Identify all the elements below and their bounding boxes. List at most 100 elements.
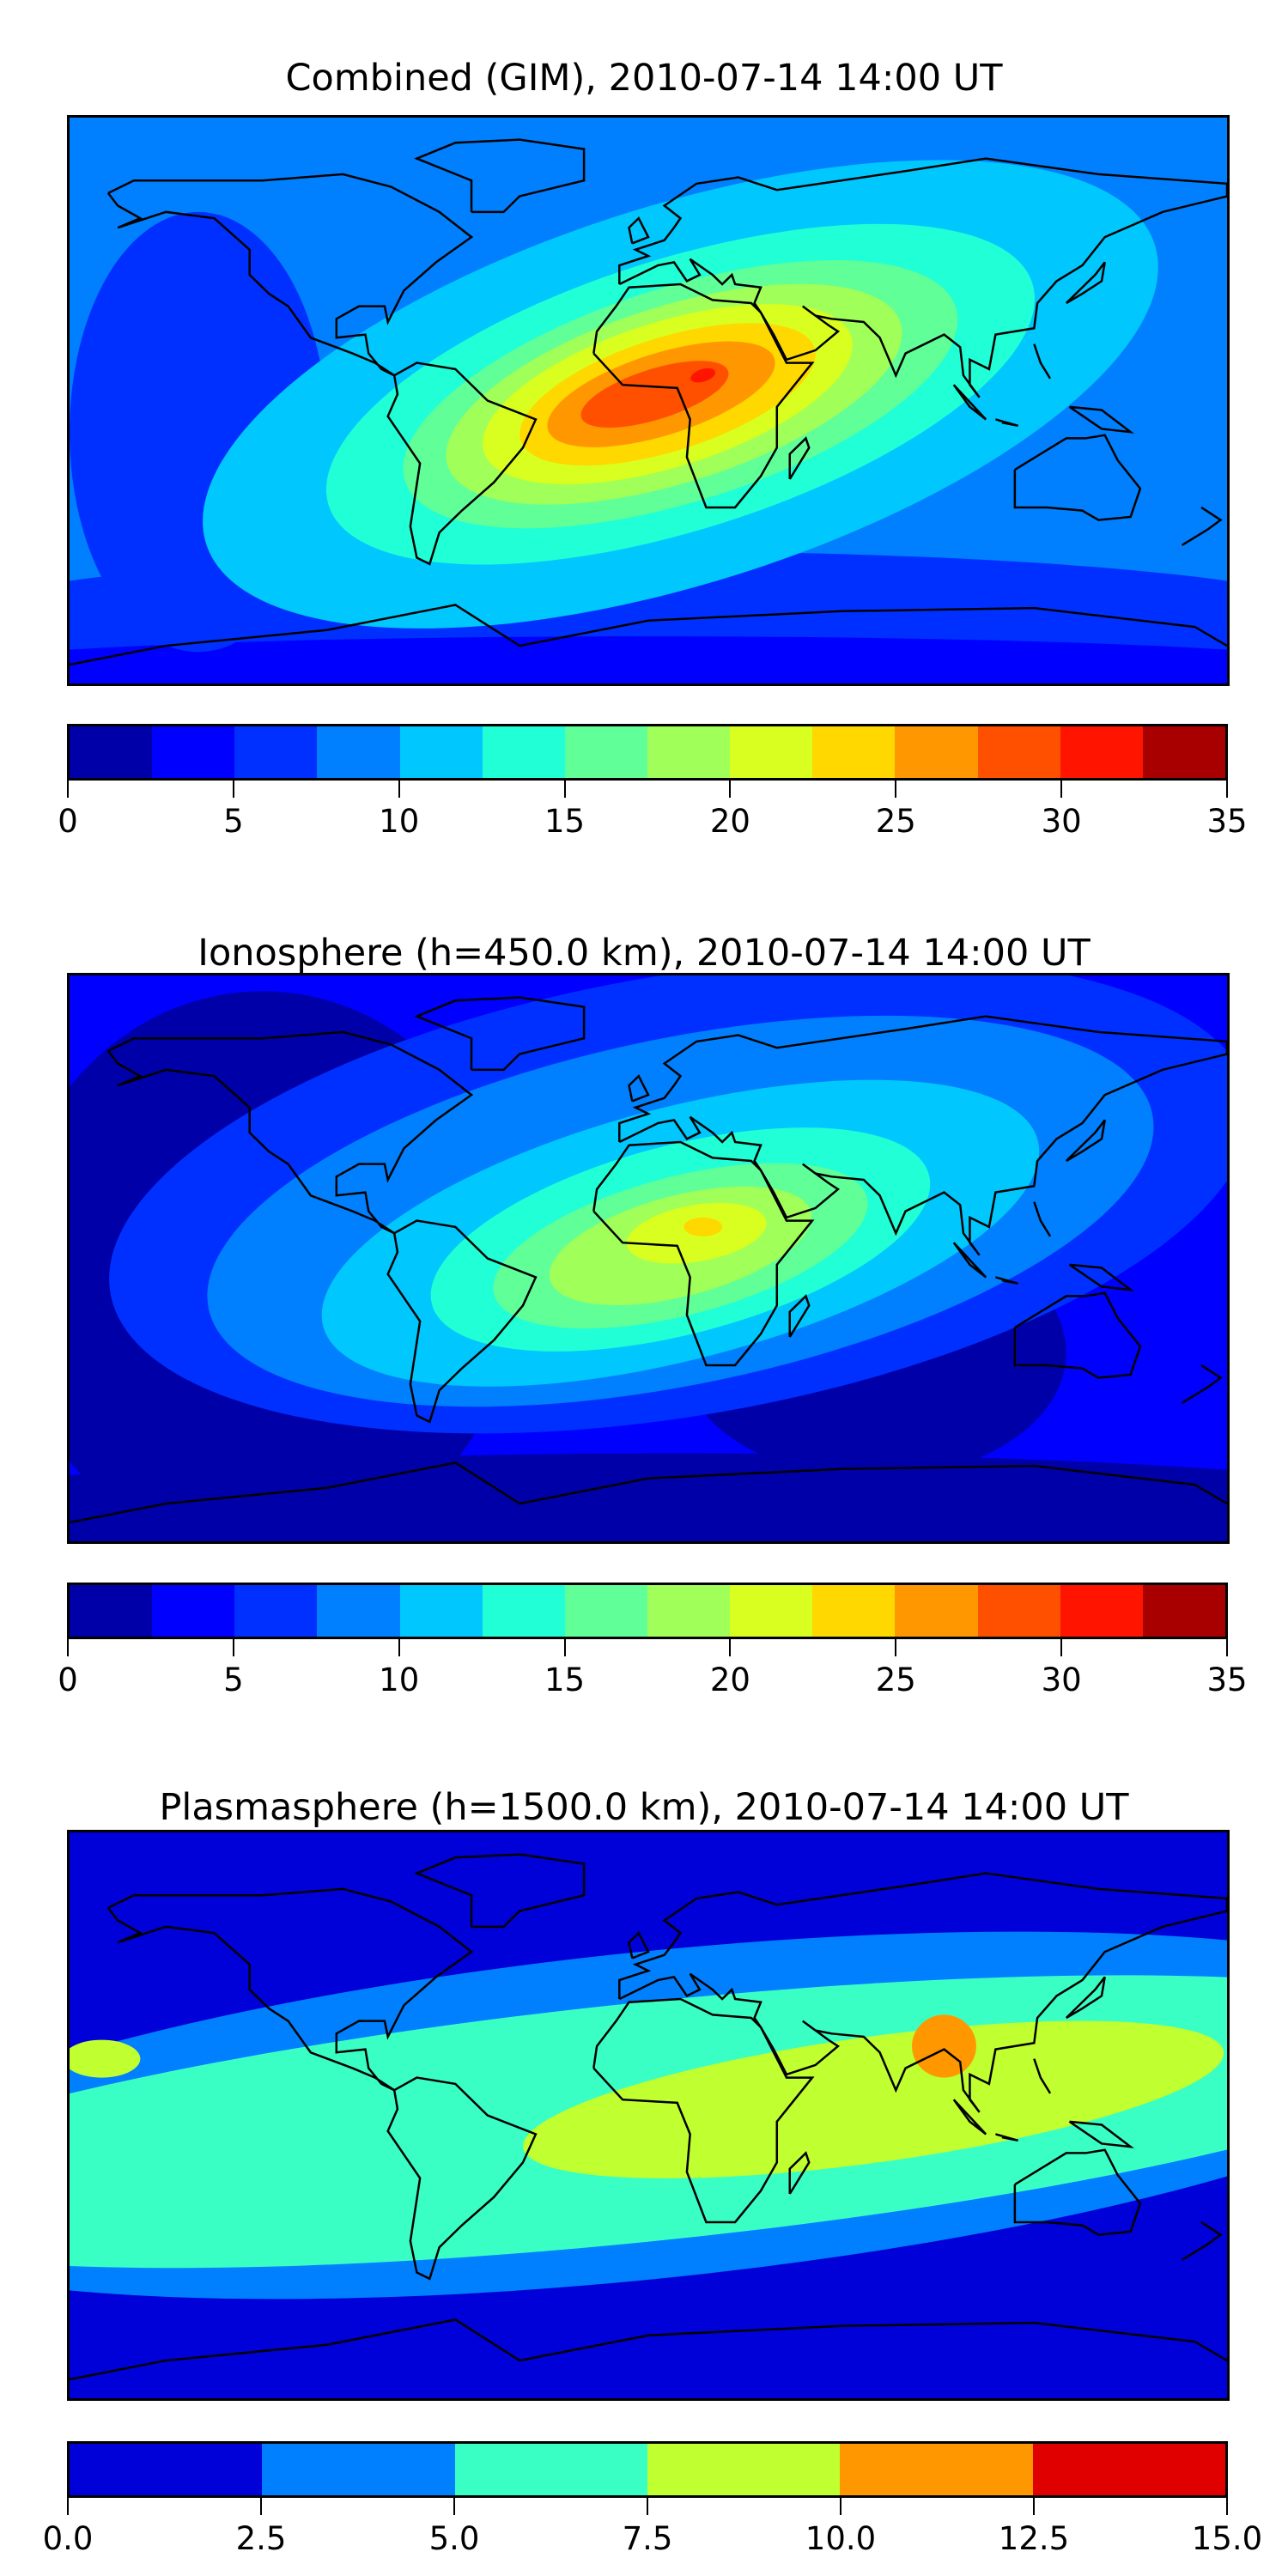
coastline <box>1182 2222 1221 2260</box>
colorbar-bin <box>730 726 813 778</box>
colorbar-tick <box>563 1639 566 1656</box>
coastline <box>1034 2059 1050 2093</box>
colorbar-bin <box>1142 1585 1225 1637</box>
coastline <box>995 1277 1018 1283</box>
colorbar-tick-label: 15.0 <box>1191 2520 1263 2557</box>
contour-level-1 <box>70 636 1227 683</box>
contour-level-0 <box>70 1453 1227 1541</box>
colorbar-tick <box>1033 2498 1035 2515</box>
colorbar-bin <box>70 726 153 778</box>
colorbar-bin <box>977 726 1060 778</box>
coastline <box>70 605 1227 665</box>
colorbar-bin <box>977 1585 1060 1637</box>
colorbar-bin <box>1060 1585 1143 1637</box>
coastline <box>954 2099 986 2134</box>
colorbar-tick <box>1060 1639 1063 1656</box>
colorbar-bin <box>647 2444 841 2495</box>
coastline <box>593 1142 812 1365</box>
colorbar-bin <box>399 1585 483 1637</box>
coastline <box>619 1017 1227 1255</box>
coastline <box>1182 1365 1221 1403</box>
coastline <box>790 438 809 479</box>
colorbar-bin <box>647 1585 731 1637</box>
colorbar-tick-label: 5 <box>223 1662 244 1698</box>
coastline <box>629 1076 648 1101</box>
colorbar-bin <box>317 1585 400 1637</box>
colorbar <box>67 1583 1228 1639</box>
colorbar-bin <box>1060 726 1143 778</box>
coastline <box>995 419 1018 425</box>
colorbar-bin <box>152 726 235 778</box>
coastline <box>619 159 1227 398</box>
colorbar-tick <box>895 1639 897 1656</box>
coastline <box>388 2078 536 2279</box>
coastline <box>1182 507 1221 545</box>
contour-level-4 <box>912 2014 976 2078</box>
colorbar-tick <box>1226 2498 1228 2515</box>
coastline <box>1015 435 1140 520</box>
colorbar-tick-label: 10.0 <box>805 2520 877 2557</box>
coastline <box>416 1855 584 1927</box>
coastline <box>416 140 584 212</box>
coastline <box>388 363 536 564</box>
colorbar-tick-label: 12.5 <box>998 2520 1070 2557</box>
coastline <box>1015 1293 1140 1378</box>
coastline <box>619 1874 1227 2112</box>
colorbar-bin <box>564 726 647 778</box>
colorbar-tick-label: 25 <box>875 1662 916 1698</box>
colorbar-bin <box>234 1585 318 1637</box>
coastline <box>1066 262 1105 303</box>
colorbar-bin <box>1032 2444 1225 2495</box>
colorbar-bin <box>564 1585 647 1637</box>
colorbar-tick <box>840 2498 841 2515</box>
coastline <box>1066 1977 1105 2018</box>
coastline <box>108 174 471 375</box>
colorbar-tick-label: 15 <box>544 1662 586 1698</box>
colorbar-bin <box>262 2444 455 2495</box>
colorbar-tick <box>67 1639 69 1656</box>
colorbar-tick-label: 0 <box>58 803 78 840</box>
coastline <box>629 1933 648 1958</box>
colorbar-tick-label: 2.5 <box>235 2520 287 2557</box>
colorbar-tick <box>729 1639 732 1656</box>
coastline <box>1015 2150 1140 2235</box>
colorbar-tick <box>232 781 234 798</box>
coastline <box>954 385 986 419</box>
colorbar-bin <box>730 1585 813 1637</box>
colorbar-tick-label: 35 <box>1206 803 1248 840</box>
colorbar-tick-label: 0 <box>58 1662 78 1698</box>
coastline <box>995 2134 1018 2140</box>
colorbar <box>67 2441 1228 2498</box>
coastline <box>1070 1265 1131 1290</box>
colorbar-tick <box>1226 781 1228 798</box>
panel-title: Combined (GIM), 2010-07-14 14:00 UT <box>285 57 1003 100</box>
colorbar-tick-label: 15 <box>544 803 586 840</box>
panel-title: Ionosphere (h=450.0 km), 2010-07-14 14:0… <box>197 932 1091 975</box>
coastline <box>790 2153 809 2194</box>
coastline <box>108 1889 471 2090</box>
colorbar-tick-label: 30 <box>1041 803 1082 840</box>
coastline <box>629 218 648 243</box>
coastline <box>388 1221 536 1422</box>
tec-map <box>67 115 1230 686</box>
coastline <box>593 1999 812 2222</box>
colorbar-bin <box>1142 726 1225 778</box>
colorbar-tick <box>895 781 897 798</box>
coastline <box>790 1296 809 1337</box>
colorbar-bin <box>840 2444 1033 2495</box>
colorbar-tick-label: 5.0 <box>428 2520 480 2557</box>
coastline <box>70 2319 1227 2379</box>
colorbar-tick-label: 0.0 <box>42 2520 94 2557</box>
colorbar-tick-label: 25 <box>875 803 916 840</box>
colorbar-tick <box>453 2498 455 2515</box>
tec-map <box>67 973 1230 1544</box>
colorbar <box>67 724 1228 781</box>
colorbar-tick <box>232 1639 234 1656</box>
colorbar-bin <box>482 1585 565 1637</box>
colorbar-bin <box>895 726 978 778</box>
colorbar-tick-label: 10 <box>379 803 420 840</box>
coastline <box>1034 1202 1050 1236</box>
coastline <box>954 1242 986 1277</box>
colorbar-tick <box>260 2498 262 2515</box>
coastline <box>1066 1120 1105 1161</box>
